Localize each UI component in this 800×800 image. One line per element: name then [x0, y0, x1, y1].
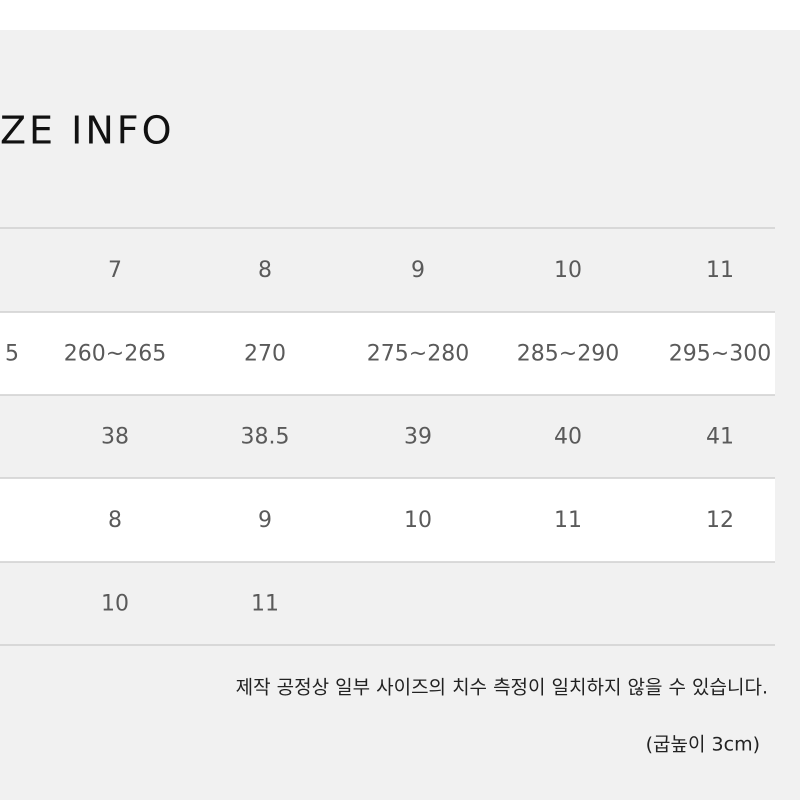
table-cell: 41 [706, 425, 734, 450]
table-cell: 40 [554, 425, 582, 450]
table-cell: 39 [404, 425, 432, 450]
table-cell: 9 [258, 508, 272, 533]
table-cell: 275~280 [367, 342, 469, 367]
table-cell: 38 [101, 425, 129, 450]
title: ZE INFO [0, 109, 175, 153]
table-cell: 270 [244, 342, 286, 367]
table-cell: 10 [101, 592, 129, 617]
table-cell: 7 [108, 258, 122, 283]
table-cell: 11 [554, 508, 582, 533]
top-band [0, 0, 800, 30]
table-cell: 9 [411, 258, 425, 283]
heel-note: (굽높이 3cm) [646, 734, 760, 756]
table-cell: 11 [251, 592, 279, 617]
table-cell: 295~300 [669, 342, 771, 367]
note: 제작 공정상 일부 사이즈의 치수 측정이 일치하지 않을 수 있습니다. [236, 677, 768, 699]
table-cell: 10 [554, 258, 582, 283]
size-table: 7 8 9 10 11 5 260~265 270 275~280 285~290 295~300 3… [0, 227, 775, 646]
table-cell: 285~290 [517, 342, 619, 367]
table-cell: 8 [108, 508, 122, 533]
table-cell: 12 [706, 508, 734, 533]
table-cell: 5 [5, 342, 19, 367]
table-cell: 10 [404, 508, 432, 533]
table-cell: 11 [706, 258, 734, 283]
table-cell: 38.5 [241, 425, 290, 450]
table-cell: 8 [258, 258, 272, 283]
row-highlight [0, 478, 775, 562]
row-highlight [0, 312, 775, 395]
table-cell: 260~265 [64, 342, 166, 367]
panel [0, 30, 800, 800]
